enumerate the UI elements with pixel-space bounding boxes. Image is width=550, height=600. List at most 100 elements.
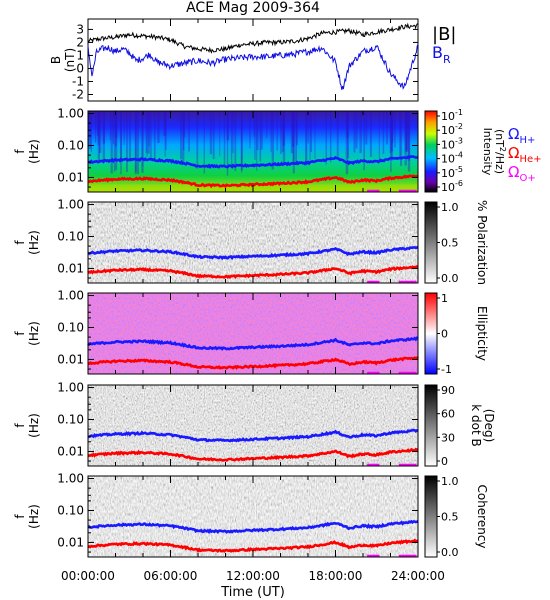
colorbar-tick-label: 60 (441, 408, 455, 421)
spectral-panel-coherency: 1.00 0.10 0.01 f (Hz) 1.0 0.5 0.0 Coherency (13, 472, 489, 559)
spectral-panels: 1.000.100.01f (Hz)10-110-210-310-410-510-… (13, 107, 507, 559)
ytick-label: 0.01 (57, 261, 84, 275)
spectrogram-stripe (307, 111, 309, 144)
spectrogram-stripe (280, 111, 282, 154)
colorbar-label: Intensity (481, 128, 494, 176)
spectrogram-stripe (314, 111, 316, 160)
ytick-label: 0.10 (57, 503, 84, 517)
spectrogram-stripe (232, 111, 234, 154)
ylabel-unit: (Hz) (27, 413, 41, 438)
spectrogram-stripe (249, 111, 251, 149)
series-omega-h-line (87, 519, 419, 535)
ylabel-unit: (Hz) (27, 321, 41, 346)
spectrogram-stripe (256, 111, 259, 151)
spectrogram-stripe (183, 111, 185, 151)
spectrogram-stripe (209, 111, 212, 155)
spectrogram-stripe (256, 111, 258, 171)
spectral-panel-ellipticity: 1.00 0.10 0.01 f (Hz) 1 0 -1 Ellipticity (13, 289, 489, 376)
colorbar-tick-label: 90 (441, 384, 455, 397)
spectrogram-stripe (282, 111, 286, 166)
colorbar-tick-base: 10 (441, 138, 455, 151)
spectrogram-stripe (141, 111, 144, 173)
spectrogram-stripe (180, 111, 183, 160)
ytick-label: 0.10 (57, 138, 84, 152)
colorbar-tick-label: 0.5 (441, 511, 459, 524)
legend-omega-h: ΩH+ (508, 125, 535, 146)
spectrogram-stripe (407, 111, 411, 172)
colorbar-tick-exponent: -6 (455, 179, 463, 188)
ylabel: f (13, 331, 27, 336)
spectrogram-stripe (102, 111, 106, 144)
spectrogram-stripe (147, 111, 150, 154)
spectrogram-stripe (347, 111, 350, 159)
legend-omega-o: ΩO+ (508, 163, 536, 184)
spectral-panel-intensity: 1.000.100.01f (Hz)10-110-210-310-410-510-… (13, 107, 507, 194)
legend-omega-o-sub: O+ (519, 173, 535, 184)
chart-title: ACE Mag 2009-364 (186, 0, 320, 16)
legend-b-r-main: B (432, 43, 443, 62)
spectrogram-stripe (271, 111, 274, 170)
colorbar-tick-exponent: -2 (455, 122, 463, 131)
spectrogram-stripe (120, 111, 123, 162)
series-omega-h-line (87, 428, 419, 443)
series-omega-he-line (87, 447, 419, 463)
ylabel: f (13, 240, 27, 245)
spectrogram-stripe (382, 111, 385, 154)
panel-b-ytick-label: 1 (76, 48, 84, 62)
panel-b-ytick-label: 0 (76, 61, 84, 75)
spectrogram-stripe (266, 111, 268, 138)
spectral-panel-polarization: 1.00 0.10 0.01 f (Hz) 1.0 0.5 0.0 % Polarization (13, 198, 489, 285)
spectrogram-stripe (97, 111, 100, 146)
colorbar-tick-label: 10-3 (441, 136, 463, 151)
colorbar-tick-base: 10 (441, 124, 455, 137)
spectrogram-stripe (253, 111, 255, 137)
spectrogram-stripe (188, 111, 190, 152)
colorbar-label: Coherency (475, 484, 489, 548)
spectrogram-stripe (183, 111, 186, 138)
series-omega-h-line (87, 245, 419, 261)
spectrogram-stripe (254, 111, 256, 161)
spectrogram-stripe (113, 111, 116, 172)
ytick-label: 0.01 (57, 170, 84, 184)
spectrogram-stripe (126, 111, 128, 172)
panel-b-series (87, 22, 419, 90)
spectrogram-stripe (346, 111, 349, 138)
spectral-panel-k_dot_b: 1.00 0.10 0.01 f (Hz) 90 60 30 0 k dot B (Deg) (13, 381, 496, 468)
spectrogram-stripe (407, 111, 411, 161)
ylabel: f (13, 423, 27, 428)
colorbar-tick-exponent: -3 (455, 136, 463, 145)
spectrogram-stripe (345, 111, 349, 175)
spectrogram-stripe (240, 111, 243, 171)
spectrogram-stripe (145, 111, 147, 154)
spectrogram-stripe (390, 111, 393, 161)
colorbar-tick-base: 10 (441, 181, 455, 194)
ylabel-unit: (Hz) (27, 139, 41, 164)
colorbar-tick-label: 1 (441, 292, 448, 305)
ytick-label: 1.00 (57, 198, 84, 212)
colorbar-tick-exponent: -5 (455, 165, 463, 174)
legend-omega-o-main: Ω (508, 163, 519, 181)
xtick-label: 00:00:00 (61, 569, 115, 583)
spectrogram-stripe (404, 111, 407, 152)
spectrogram-stripe (146, 111, 148, 157)
colorbar-coherency (424, 475, 438, 558)
series-omega-h-line (87, 336, 419, 351)
spectrogram-stripe (399, 111, 401, 159)
spectrogram-stripe (292, 111, 295, 174)
colorbar-tick-exponent: -4 (455, 151, 463, 160)
colorbar-tick-label: -1 (441, 363, 452, 376)
spectrogram-stripe (163, 111, 166, 136)
spectrogram-stripe (164, 111, 166, 157)
series-omega-he-line (87, 174, 419, 189)
spectrogram-stripe (391, 111, 394, 144)
spectrogram-stripe (226, 111, 229, 141)
spectrogram-stripe (290, 111, 293, 154)
spectrogram-stripe (114, 111, 117, 147)
legend-b-r: BR (432, 43, 451, 66)
spectrogram-stripe (389, 111, 392, 154)
colorbar-unit: (Deg) (482, 409, 496, 443)
colorbar-tick-base: 10 (441, 153, 455, 166)
spectrogram-stripe (96, 111, 99, 136)
